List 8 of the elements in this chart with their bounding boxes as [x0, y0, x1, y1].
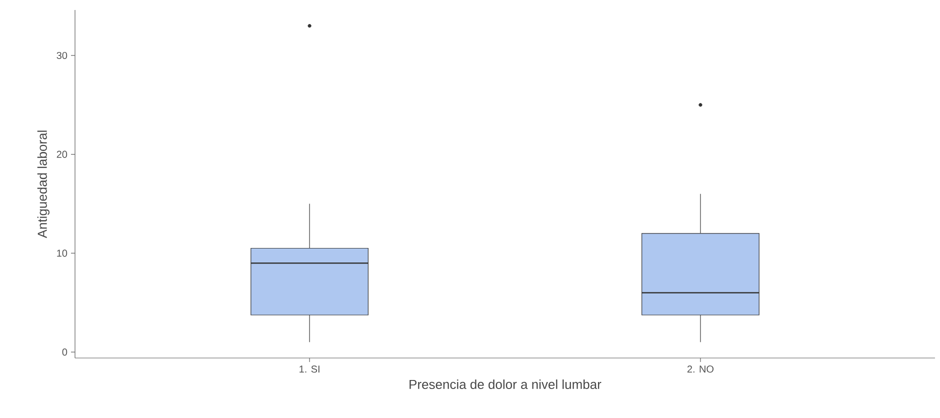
y-tick-label: 10 [57, 250, 68, 257]
y-axis-title: Antiguedad laboral [37, 130, 50, 238]
x-tick-label: 1. SI [300, 366, 320, 373]
y-tick-label: 0 [62, 348, 68, 356]
x-axis-title: Presencia de dolor a nivel lumbar [410, 379, 602, 390]
y-tick-label: 20 [56, 150, 68, 158]
y-tick-label: 30 [56, 52, 68, 60]
x-tick-label: 2. NO [687, 366, 714, 373]
